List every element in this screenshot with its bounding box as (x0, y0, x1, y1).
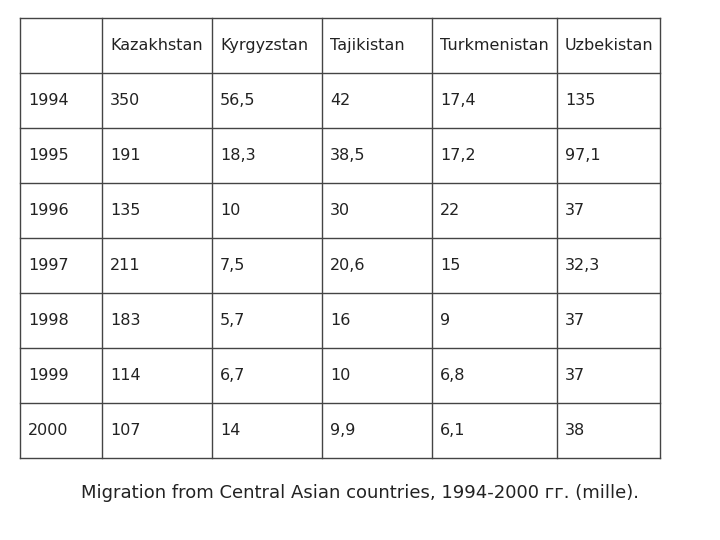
Text: 18,3: 18,3 (220, 148, 256, 163)
Text: 5,7: 5,7 (220, 313, 246, 328)
Text: 6,7: 6,7 (220, 368, 246, 383)
Text: 17,2: 17,2 (440, 148, 476, 163)
Text: 17,4: 17,4 (440, 93, 476, 108)
Text: 191: 191 (110, 148, 140, 163)
Text: 32,3: 32,3 (565, 258, 600, 273)
Text: Tajikistan: Tajikistan (330, 38, 405, 53)
Text: 56,5: 56,5 (220, 93, 256, 108)
Text: 20,6: 20,6 (330, 258, 366, 273)
Text: 38: 38 (565, 423, 585, 438)
Text: 16: 16 (330, 313, 351, 328)
Text: 107: 107 (110, 423, 140, 438)
Text: 7,5: 7,5 (220, 258, 246, 273)
Text: Turkmenistan: Turkmenistan (440, 38, 549, 53)
Text: 135: 135 (110, 203, 140, 218)
Text: 10: 10 (330, 368, 351, 383)
Text: Migration from Central Asian countries, 1994-2000 гг. (mille).: Migration from Central Asian countries, … (81, 484, 639, 502)
Text: 22: 22 (440, 203, 460, 218)
Text: 38,5: 38,5 (330, 148, 366, 163)
Text: 6,1: 6,1 (440, 423, 466, 438)
Text: 114: 114 (110, 368, 140, 383)
Text: 1998: 1998 (28, 313, 68, 328)
Text: 6,8: 6,8 (440, 368, 466, 383)
Text: 1994: 1994 (28, 93, 68, 108)
Text: 37: 37 (565, 313, 585, 328)
Text: Kazakhstan: Kazakhstan (110, 38, 202, 53)
Text: 1999: 1999 (28, 368, 68, 383)
Text: Kyrgyzstan: Kyrgyzstan (220, 38, 308, 53)
Text: 1995: 1995 (28, 148, 68, 163)
Text: 135: 135 (565, 93, 595, 108)
Text: 211: 211 (110, 258, 140, 273)
Text: Uzbekistan: Uzbekistan (565, 38, 654, 53)
Text: 2000: 2000 (28, 423, 68, 438)
Text: 9,9: 9,9 (330, 423, 356, 438)
Text: 183: 183 (110, 313, 140, 328)
Text: 9: 9 (440, 313, 450, 328)
Text: 350: 350 (110, 93, 140, 108)
Text: 1997: 1997 (28, 258, 68, 273)
Text: 42: 42 (330, 93, 350, 108)
Text: 37: 37 (565, 368, 585, 383)
Text: 30: 30 (330, 203, 350, 218)
Text: 97,1: 97,1 (565, 148, 600, 163)
Text: 15: 15 (440, 258, 460, 273)
Text: 10: 10 (220, 203, 240, 218)
Text: 14: 14 (220, 423, 240, 438)
Text: 37: 37 (565, 203, 585, 218)
Text: 1996: 1996 (28, 203, 68, 218)
